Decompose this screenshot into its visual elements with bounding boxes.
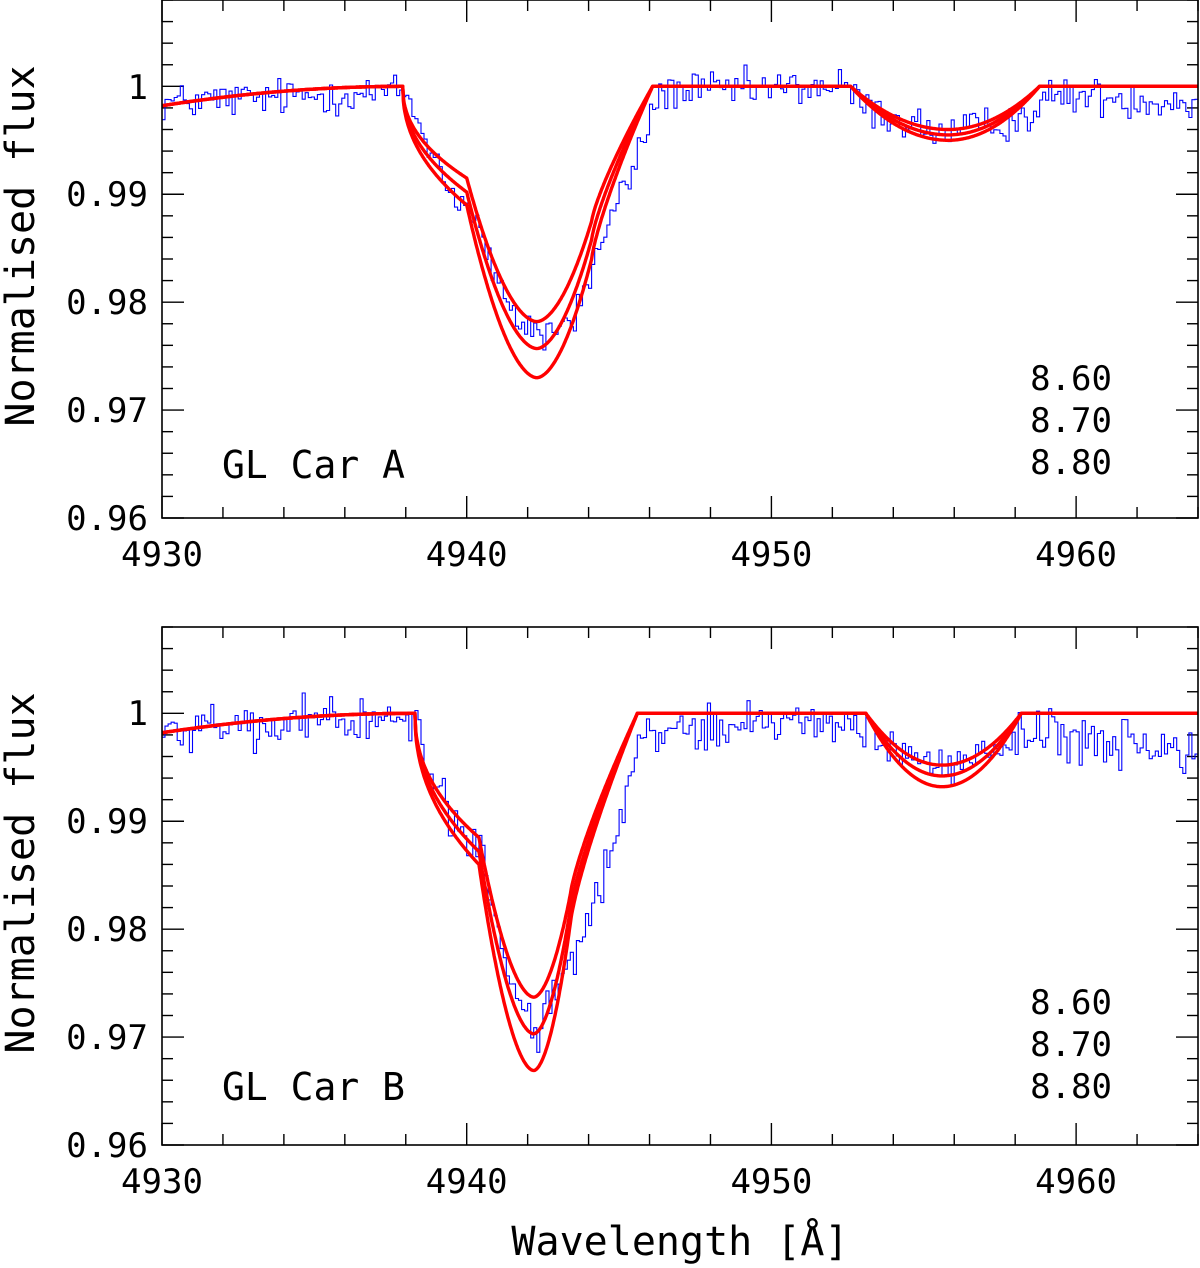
panel-b-frame: [161, 626, 1199, 1146]
panel-b-y-tick-labels: 0.96 0.97 0.98 0.99 1: [66, 694, 148, 1166]
panel-a-y-tick-label: 0.96: [66, 499, 148, 539]
panel-a-legend-label: 8.70: [1030, 401, 1112, 441]
panel-a-legend: 8.60 8.70 8.80: [1030, 359, 1112, 483]
panel-b-y-tick-label: 0.98: [66, 910, 148, 950]
panel-b-x-tick-label: 4930: [121, 1162, 203, 1202]
panel-b-legend-label: 8.70: [1030, 1025, 1112, 1065]
panel-b-y-tick-label: 0.96: [66, 1126, 148, 1166]
panel-b-legend-label: 8.60: [1030, 983, 1112, 1023]
panel-a-legend-label: 8.60: [1030, 359, 1112, 399]
panel-a-model-8-70: [161, 84, 1199, 351]
panel-a-observed: [162, 64, 1199, 351]
panel-a-frame: [161, 0, 1199, 519]
panel-a-y-tick-labels: 0.96 0.97 0.98 0.99 1: [66, 68, 148, 539]
panel-a-models: [161, 84, 1199, 380]
panel-b-model-8-60: [161, 711, 1199, 999]
panel-a-y-tick-label: 0.98: [66, 283, 148, 323]
panel-a-label: GL Car A: [222, 443, 405, 487]
panel-a-model-8-60: [161, 84, 1199, 324]
panel-a-observed-spectrum: [162, 64, 1199, 351]
panel-a-y-axis-label: Normalised flux: [0, 65, 44, 426]
panel-a-x-tick-labels: 4930 4940 4950 4960: [121, 535, 1117, 575]
panel-a-model-8-80: [161, 84, 1199, 380]
panel-a-y-tick-label: 0.99: [66, 175, 148, 215]
panel-a-y-tick-label: 1: [128, 68, 148, 108]
panel-b-models: [161, 711, 1199, 1073]
panel-b-y-axis-label: Normalised flux: [0, 692, 44, 1053]
panel-gl-car-a: 4930 4940 4950 4960 0.96 0.97 0.98 0.99 …: [0, 0, 1199, 575]
panel-b-x-tick-label: 4960: [1035, 1162, 1117, 1202]
panel-b-x-tick-label: 4950: [730, 1162, 812, 1202]
panel-a-x-tick-label: 4940: [426, 535, 508, 575]
panel-a-y-tick-label: 0.97: [66, 391, 148, 431]
panel-b-x-tick-labels: 4930 4940 4950 4960: [121, 1162, 1117, 1202]
panel-b-x-tick-label: 4940: [426, 1162, 508, 1202]
panel-gl-car-b: 4930 4940 4950 4960 0.96 0.97 0.98 0.99 …: [0, 626, 1199, 1265]
panel-a-x-tick-label: 4930: [121, 535, 203, 575]
panel-b-y-tick-label: 1: [128, 694, 148, 734]
panel-b-model-8-80: [161, 711, 1199, 1073]
panel-a-x-tick-label: 4950: [730, 535, 812, 575]
panel-b-y-tick-label: 0.97: [66, 1018, 148, 1058]
panel-b-y-tick-label: 0.99: [66, 802, 148, 842]
panel-b-legend-label: 8.80: [1030, 1067, 1112, 1107]
panel-b-legend: 8.60 8.70 8.80: [1030, 983, 1112, 1107]
x-axis-label: Wavelength [Å]: [511, 1217, 848, 1265]
panel-b-label: GL Car B: [222, 1065, 405, 1109]
panel-a-legend-label: 8.80: [1030, 443, 1112, 483]
panel-a-x-tick-label: 4960: [1035, 535, 1117, 575]
